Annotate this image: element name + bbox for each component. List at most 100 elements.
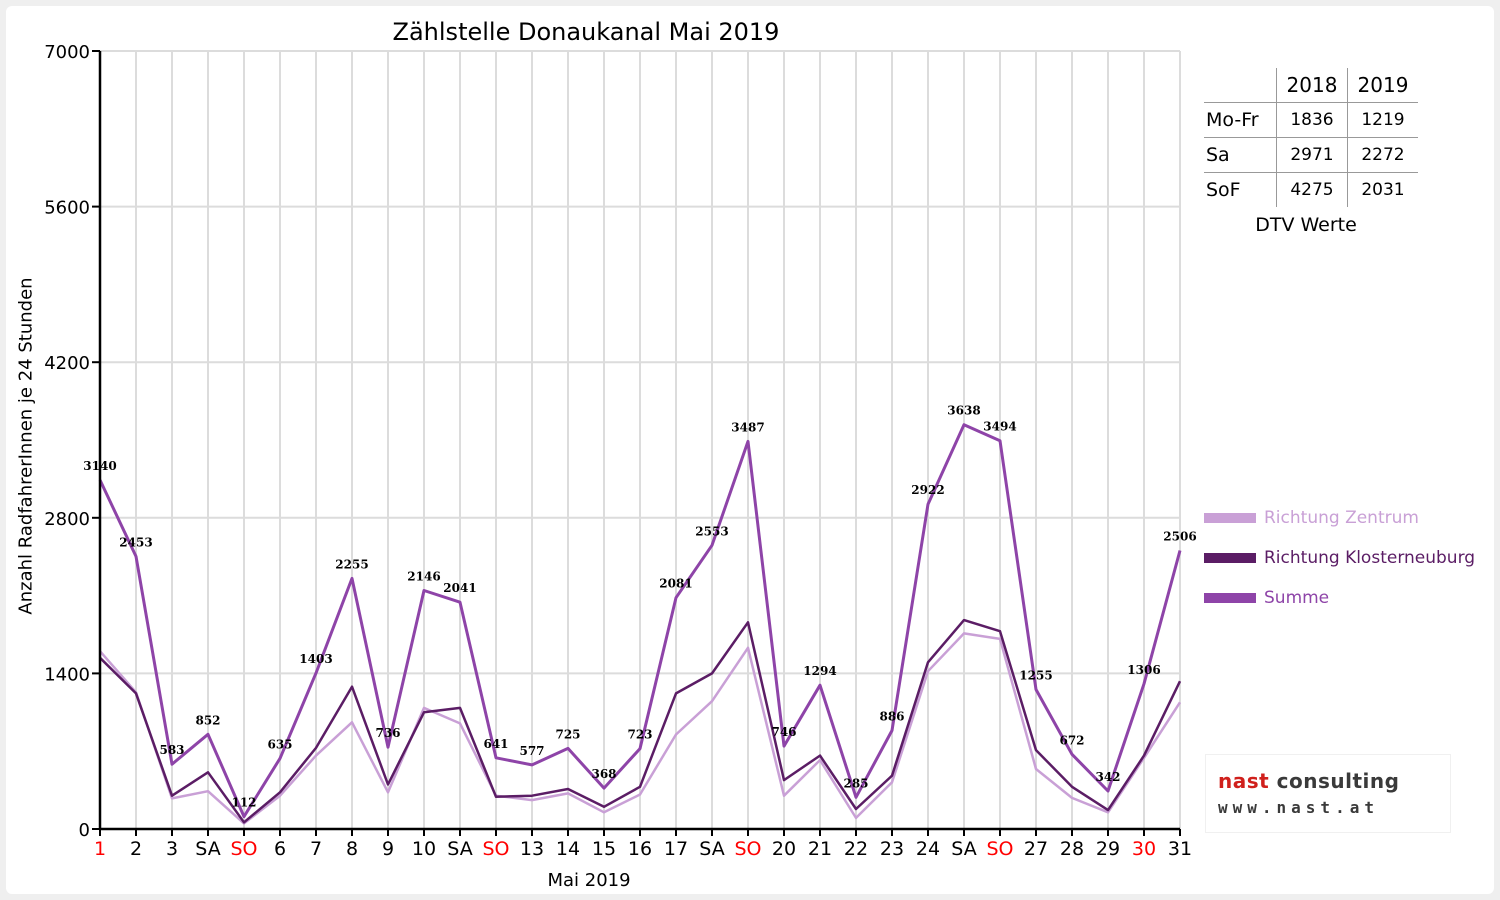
x-tick-label: 8 <box>346 838 358 860</box>
x-tick-label: 23 <box>880 838 904 860</box>
x-tick-label: 21 <box>808 838 832 860</box>
y-tick-label: 1400 <box>44 664 90 685</box>
dtv-row-sof: SoF 4275 2031 <box>1204 172 1418 207</box>
x-tick-label: 3 <box>166 838 178 860</box>
x-tick-label: SA <box>699 838 724 860</box>
dtv-header-empty <box>1204 68 1277 103</box>
x-tick-label: 30 <box>1132 838 1156 860</box>
x-tick-label: 17 <box>664 838 688 860</box>
x-tick-label: SO <box>230 838 257 860</box>
data-label: 2922 <box>911 483 944 497</box>
legend: Richtung Zentrum Richtung Klosterneuburg… <box>1204 498 1475 618</box>
x-tick-label: SO <box>986 838 1013 860</box>
grid <box>100 50 1181 829</box>
data-label: 1403 <box>299 652 332 666</box>
data-label: 641 <box>483 737 508 751</box>
x-tick-label: SA <box>951 838 976 860</box>
series-line-summe <box>98 423 1182 819</box>
x-tick-label: 10 <box>412 838 436 860</box>
data-label: 725 <box>555 727 580 741</box>
x-tick-label: 29 <box>1096 838 1120 860</box>
dtv-value-2019: 2272 <box>1347 137 1418 173</box>
data-label: 285 <box>843 776 868 790</box>
dtv-row-mofr: Mo-Fr 1836 1219 <box>1204 102 1418 138</box>
data-label: 723 <box>627 728 652 742</box>
data-label: 583 <box>159 743 184 757</box>
dtv-table: 2018 2019 Mo-Fr 1836 1219 Sa 2971 2272 S… <box>1204 68 1418 207</box>
y-tick-label: 7000 <box>44 42 90 63</box>
x-tick-label: 16 <box>628 838 652 860</box>
x-tick-label: 13 <box>520 838 544 860</box>
data-label: 672 <box>1059 733 1084 747</box>
logo-name-part1: nast <box>1218 769 1270 793</box>
x-tick-label: 28 <box>1060 838 1084 860</box>
nast-consulting-logo: nast consulting www.nast.at <box>1205 754 1451 833</box>
y-tick-labels: 0 1400 2800 4200 5600 7000 <box>44 42 90 841</box>
x-tick-labels: 1 2 3 SA SO 6 7 8 9 10 SA SO 13 14 15 16 17 SA SO 20 21 22 23 2… <box>94 838 1192 860</box>
dtv-value-2018: 2971 <box>1276 137 1348 173</box>
y-tick-label: 5600 <box>44 198 90 219</box>
x-tick-label: 31 <box>1168 838 1192 860</box>
data-label: 368 <box>591 767 616 781</box>
data-label: 3494 <box>983 420 1016 434</box>
dtv-row-label: Sa <box>1204 137 1277 173</box>
x-tick-label: SA <box>195 838 220 860</box>
dtv-row-label: SoF <box>1204 172 1277 207</box>
logo-url: www.nast.at <box>1218 798 1379 817</box>
data-label: 1255 <box>1019 669 1052 683</box>
x-tick-label: 14 <box>556 838 580 860</box>
data-label: 2146 <box>407 569 440 583</box>
x-tick-label: 27 <box>1024 838 1048 860</box>
y-axis-label: Anzahl RadfahrerInnen je 24 Stunden <box>15 277 37 615</box>
legend-item-zentrum: Richtung Zentrum <box>1204 498 1475 538</box>
series-line-zentrum <box>99 632 1182 825</box>
x-tick-label: 7 <box>310 838 322 860</box>
y-tick-label: 4200 <box>44 353 90 374</box>
dtv-value-2019: 1219 <box>1347 102 1418 138</box>
chart-title: Zählstelle Donaukanal Mai 2019 <box>392 18 780 46</box>
dtv-value-2019: 2031 <box>1361 180 1405 200</box>
series-lines <box>98 423 1182 825</box>
logo-name-part2: consulting <box>1269 769 1400 793</box>
data-label: 3638 <box>947 404 980 418</box>
x-tick-label: 20 <box>772 838 796 860</box>
x-tick-label: SA <box>447 838 472 860</box>
dtv-value-2018: 1836 <box>1276 102 1348 138</box>
data-label: 852 <box>195 713 220 727</box>
data-label: 2506 <box>1163 529 1196 543</box>
data-label: 635 <box>267 737 292 751</box>
data-label: 2255 <box>335 557 368 571</box>
legend-label: Richtung Klosterneuburg <box>1264 548 1476 568</box>
data-label: 2081 <box>659 577 692 591</box>
legend-label: Richtung Zentrum <box>1264 508 1419 528</box>
x-tick-label: 2 <box>130 838 142 860</box>
legend-swatch <box>1204 513 1256 523</box>
legend-label: Summe <box>1264 588 1330 608</box>
dtv-header-2019: 2019 <box>1347 68 1418 103</box>
data-label: 1294 <box>803 664 836 678</box>
dtv-value-2018: 4275 <box>1276 172 1348 207</box>
y-tick-label: 2800 <box>44 509 90 530</box>
data-label: 112 <box>231 796 256 810</box>
data-label: 3487 <box>731 420 764 434</box>
x-tick-label: 22 <box>844 838 868 860</box>
dtv-row-label: Mo-Fr <box>1204 102 1277 138</box>
dtv-caption: DTV Werte <box>1255 214 1357 236</box>
legend-item-summe: Summe <box>1204 578 1475 618</box>
logo-name: nast consulting <box>1218 769 1399 793</box>
y-tick-label: 0 <box>79 820 90 841</box>
x-tick-label: 1 <box>94 838 106 860</box>
dtv-row-sa: Sa 2971 2272 <box>1204 137 1418 173</box>
legend-swatch <box>1204 593 1256 603</box>
x-tick-label: SO <box>482 838 509 860</box>
legend-swatch <box>1204 553 1256 563</box>
chart-frame: 0 1400 2800 4200 5600 7000 1 2 3 SA SO 6 7 8 9 10 SA SO 1… <box>6 6 1494 894</box>
data-label: 3140 <box>83 459 116 473</box>
data-label: 342 <box>1095 770 1120 784</box>
x-tick-label: 15 <box>592 838 616 860</box>
data-label: 746 <box>771 725 796 739</box>
data-label: 886 <box>879 710 904 724</box>
x-axis-label: Mai 2019 <box>547 870 631 891</box>
